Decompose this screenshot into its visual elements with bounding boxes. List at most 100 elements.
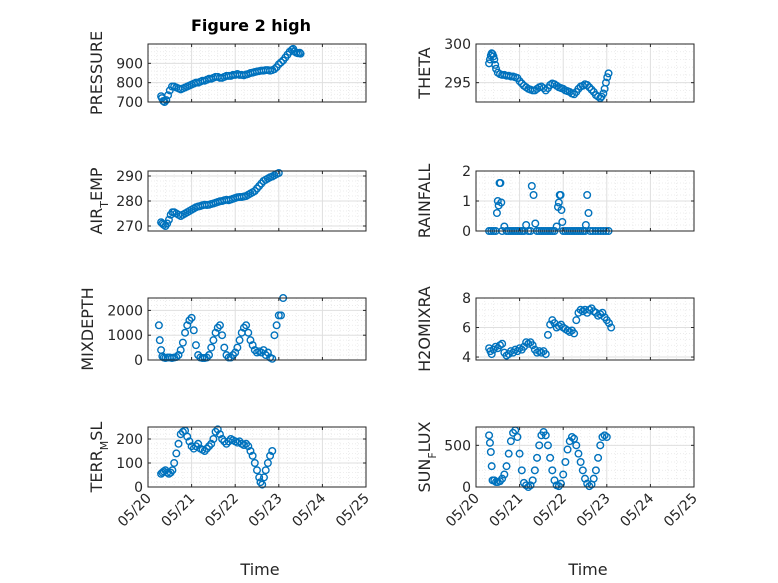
data-point [261, 466, 270, 475]
axes-box [147, 426, 367, 488]
y-tick-label: 2 [462, 164, 471, 180]
axes-box [475, 297, 695, 361]
data-point [487, 350, 496, 359]
data-point [552, 222, 561, 231]
data-point [522, 481, 531, 490]
data-point [244, 328, 253, 337]
data-point [583, 190, 592, 199]
y-axis-label-part: PRESSURE [87, 31, 106, 115]
y-tick-label: 0 [462, 480, 471, 496]
data-point [218, 331, 227, 340]
y-axis-label-part: EMP [87, 167, 106, 201]
data-point [515, 77, 524, 86]
y-tick-label: 700 [116, 95, 143, 111]
y-axis-label: TERRMSL [87, 422, 111, 494]
data-point [209, 435, 218, 444]
data-point [604, 319, 613, 328]
data-point [570, 329, 579, 338]
y-tick-label: 500 [444, 438, 471, 454]
data-point [183, 321, 192, 330]
y-axis-label-part: THETA [415, 47, 434, 99]
y-axis-label-part: F [426, 452, 439, 458]
data-point [591, 466, 600, 475]
data-point [231, 348, 240, 357]
data-point [487, 462, 496, 471]
y-tick-label: 270 [116, 219, 143, 235]
data-point [222, 439, 231, 448]
data-point [584, 208, 593, 217]
data-point [598, 308, 607, 317]
data-point [162, 96, 171, 105]
data-point [572, 441, 581, 450]
data-point [543, 441, 552, 450]
data-point [205, 442, 214, 451]
data-point [498, 339, 507, 348]
y-axis-label-part: AIR [87, 208, 106, 235]
x-tick-label: 05/22 [202, 491, 242, 531]
data-point [500, 470, 509, 479]
y-tick-label: 300 [444, 37, 471, 53]
data-point [211, 328, 220, 337]
data-point [202, 444, 211, 453]
data-point [189, 326, 198, 335]
y-axis-label: PRESSURE [87, 31, 106, 115]
y-tick-label: 280 [116, 194, 143, 210]
data-point [174, 439, 183, 448]
data-point [213, 425, 222, 434]
data-point [528, 476, 537, 485]
data-point [183, 432, 192, 441]
data-point [164, 91, 173, 100]
data-point [576, 458, 585, 467]
data-point [531, 219, 540, 228]
data-point [244, 442, 253, 451]
y-tick-label: 1000 [107, 328, 143, 344]
y-axis-label-part: H2OMIXRA [415, 286, 434, 372]
data-point [570, 434, 579, 443]
data-point [191, 341, 200, 350]
data-point [585, 83, 594, 92]
y-axis-label-part: SL [87, 422, 106, 441]
x-tick-label: 05/25 [333, 491, 373, 531]
x-tick-label: 05/24 [617, 490, 657, 530]
y-axis-label-part: RAINFALL [415, 164, 434, 239]
data-point [220, 343, 229, 352]
data-point [539, 84, 548, 93]
data-point [170, 459, 179, 468]
data-point [270, 331, 279, 340]
data-point [498, 474, 507, 483]
data-point [159, 220, 168, 229]
data-point [485, 431, 494, 440]
data-point [500, 222, 509, 231]
data-point [513, 433, 522, 442]
y-tick-label: 1 [462, 194, 471, 210]
x-tick-label: 05/20 [443, 491, 483, 531]
data-point [517, 466, 526, 475]
data-point [263, 348, 272, 357]
plot-area [148, 298, 366, 360]
y-tick-label: 8 [462, 291, 471, 307]
data-point [263, 459, 272, 468]
data-point [604, 69, 613, 78]
axes-box [147, 43, 367, 103]
data-point [268, 354, 277, 363]
data-point [572, 316, 581, 325]
data-point [272, 321, 281, 330]
data-point [570, 90, 579, 99]
x-tick-label: 05/24 [289, 490, 329, 530]
data-point [248, 451, 257, 460]
subplot-h2omixra: 4 6 8 H2OMIXRA [415, 286, 695, 372]
axes-box [475, 426, 695, 488]
x-tick-label: 05/22 [530, 491, 570, 531]
data-point [561, 458, 570, 467]
data-point [589, 474, 598, 483]
data-point [233, 343, 242, 352]
subplot-mixdepth: 0 1000 2000 MIXDEPTH [78, 287, 367, 371]
data-point [163, 219, 172, 228]
data-point [207, 343, 216, 352]
data-point [205, 351, 214, 360]
data-point [276, 58, 285, 67]
data-point [600, 431, 609, 440]
y-tick-label: 800 [116, 76, 143, 92]
data-point [248, 341, 257, 350]
